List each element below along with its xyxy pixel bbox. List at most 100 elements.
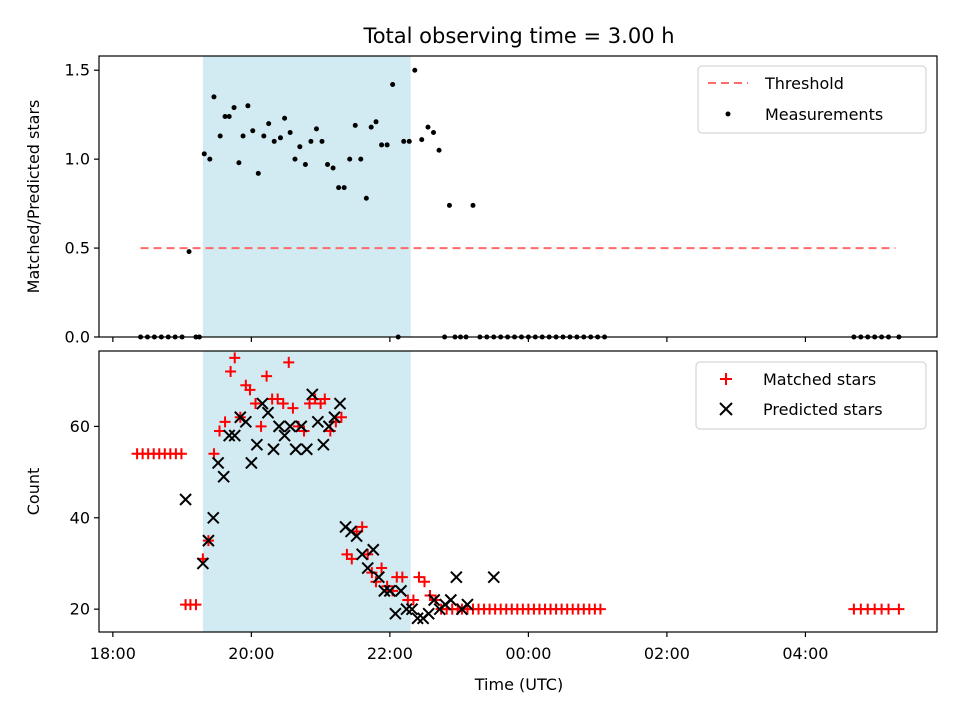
measurement-point (245, 103, 251, 109)
measurement-point (325, 161, 331, 167)
matched-star-point (175, 448, 187, 460)
predicted-star-point (211, 456, 225, 470)
measurement-point (255, 170, 261, 176)
measurement-point (336, 185, 342, 191)
x-tick-label: 20:00 (228, 644, 274, 663)
observing-window-shade (202, 351, 411, 632)
measurement-point (425, 124, 431, 130)
predicted-star-point (196, 557, 210, 570)
measurement-point (358, 156, 364, 162)
matched-star-point (356, 521, 368, 533)
measurement-point (231, 105, 237, 111)
matched-star-point (277, 398, 289, 410)
matched-star-point (190, 599, 202, 611)
predicted-star-point (283, 420, 297, 433)
predicted-star-point (228, 429, 241, 442)
measurement-point (406, 138, 412, 144)
count-y-axis: 20 40 60 (70, 417, 99, 619)
measurement-point (211, 94, 217, 100)
matched-star-point (255, 420, 267, 432)
measurement-point (352, 122, 358, 128)
predicted-star-point (461, 598, 474, 611)
legend-matched-label: Matched stars (763, 370, 876, 389)
matched-star-point (419, 576, 431, 588)
predicted-star-point (272, 420, 286, 433)
legend-threshold-label: Threshold (764, 74, 844, 93)
x-tick-label: 04:00 (782, 644, 828, 663)
predicted-star-point (444, 593, 458, 607)
measurement-point (431, 129, 437, 135)
measurement-point (384, 142, 390, 148)
predicted-star-point (239, 415, 253, 429)
measurement-point (379, 142, 385, 148)
predicted-star-point (306, 388, 319, 401)
count-panel: 20 40 60 18:00 20:00 22:00 00:00 02:00 04:00 Co… (24, 350, 938, 694)
measurement-point (313, 126, 319, 132)
legend-predicted-label: Predicted stars (763, 400, 883, 419)
matched-star-point (283, 356, 295, 368)
matched-star-point (346, 553, 358, 565)
star-count-points (131, 352, 905, 625)
matched-star-point (250, 398, 262, 410)
predicted-star-point (289, 443, 302, 456)
matched-star-point (287, 402, 299, 414)
predicted-star-point (250, 438, 264, 451)
matched-star-point (304, 398, 316, 410)
y-tick-label: 60 (70, 417, 90, 436)
matched-star-point (376, 562, 388, 574)
count-y-label: Count (24, 468, 43, 516)
predicted-star-point (295, 420, 308, 433)
x-tick-label: 02:00 (644, 644, 690, 663)
predicted-star-point (300, 443, 313, 456)
matched-star-point (309, 393, 321, 405)
predicted-star-point (411, 612, 424, 625)
measurement-point (292, 156, 298, 162)
y-tick-label: 1.0 (65, 150, 90, 169)
measurement-point (341, 185, 347, 191)
x-tick-label: 00:00 (505, 644, 551, 663)
predicted-star-point (427, 593, 441, 607)
predicted-star-point (179, 493, 192, 506)
predicted-star-point (333, 397, 347, 410)
predicted-star-point (202, 534, 215, 547)
predicted-star-point (450, 570, 463, 584)
predicted-star-point (394, 584, 408, 598)
count-legend: Matched stars Predicted stars (695, 361, 927, 430)
measurement-point (308, 138, 314, 144)
predicted-star-point (278, 429, 291, 442)
predicted-star-point (383, 584, 397, 598)
ratio-x-axis-ticks (112, 337, 807, 342)
predicted-star-point (317, 438, 330, 451)
matched-star-point (229, 352, 241, 364)
matched-star-point (219, 416, 231, 428)
matched-star-point (381, 580, 393, 592)
predicted-star-point (328, 411, 341, 424)
matched-star-point (893, 603, 905, 615)
x-tick-label: 22:00 (367, 644, 413, 663)
predicted-star-point (267, 443, 280, 456)
measurement-point (436, 147, 442, 153)
matched-star-point (883, 603, 895, 615)
y-tick-label: 20 (70, 600, 90, 619)
measurement-point (266, 121, 272, 127)
measurement-point (412, 67, 418, 73)
measurement-point (297, 144, 303, 150)
chart-title: Total observing time = 3.00 h (362, 24, 674, 48)
measurement-point (271, 138, 277, 144)
matched-star-point (244, 384, 256, 396)
measurement-point (363, 195, 369, 201)
measurement-point (240, 133, 246, 139)
y-tick-label: 40 (70, 508, 90, 527)
measurement-point (226, 113, 232, 119)
ratio-y-label: Matched/Predicted stars (24, 100, 43, 294)
measurement-point (287, 129, 293, 135)
legend-measurements-swatch (725, 111, 731, 117)
measurement-point (419, 137, 425, 143)
matched-star-point (407, 594, 419, 606)
measurement-point (277, 135, 283, 141)
measurement-point (282, 115, 288, 121)
matched-star-point (396, 571, 408, 583)
measurement-point (446, 202, 452, 208)
measurement-point (390, 81, 396, 87)
